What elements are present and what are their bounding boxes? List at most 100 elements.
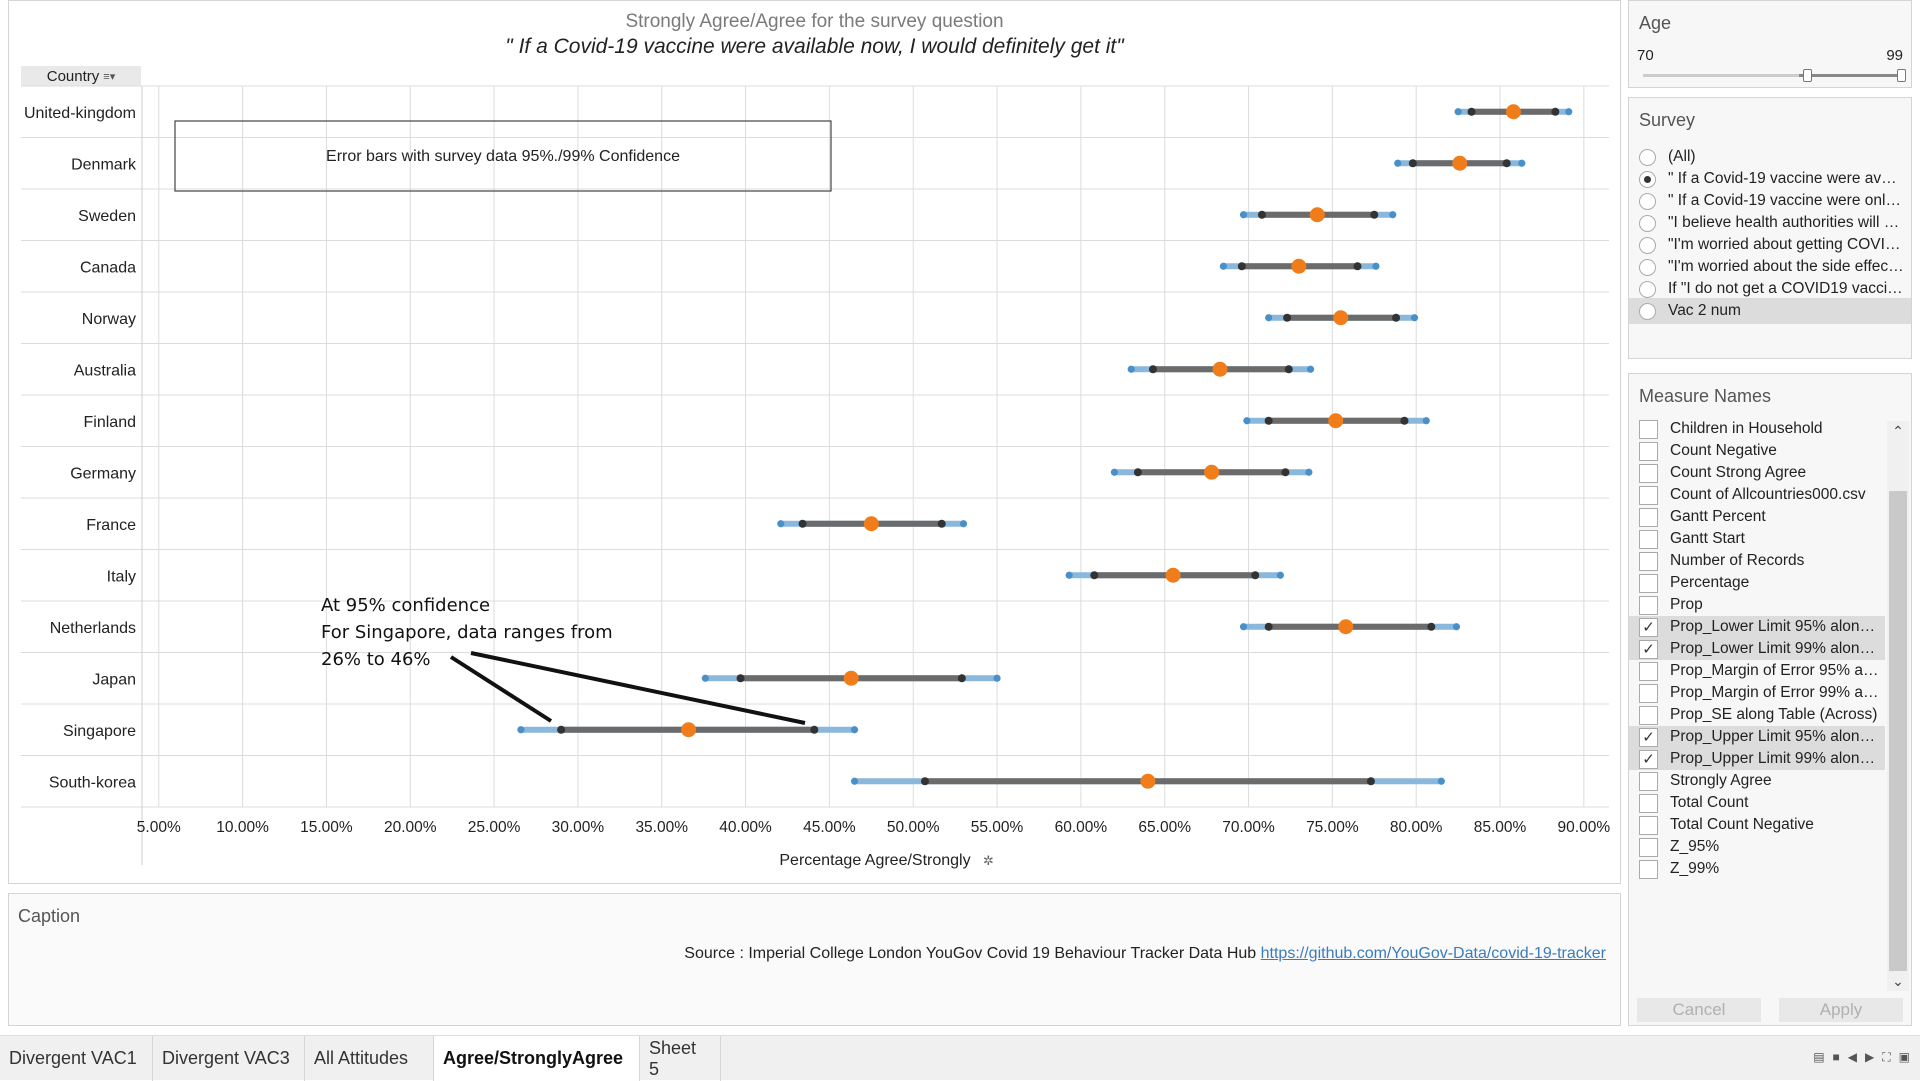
measure-name-item[interactable]: ✓ Prop_Lower Limit 95% along Table (Acros…	[1629, 616, 1885, 638]
survey-option[interactable]: "I believe health authorities will provi…	[1629, 210, 1911, 236]
survey-option[interactable]: Vac 2 num	[1629, 298, 1911, 324]
prop-point	[1291, 258, 1307, 274]
survey-option[interactable]: (All)	[1629, 144, 1911, 170]
upper-limit-95-point	[1284, 365, 1293, 374]
survey-option[interactable]: " If a Covid-19 vaccine were only availa…	[1629, 188, 1911, 214]
radio-icon[interactable]	[1639, 302, 1656, 320]
viz-panel: Strongly Agree/Agree for the survey ques…	[8, 0, 1621, 884]
survey-option[interactable]: "I'm worried about the side effects"	[1629, 254, 1911, 280]
x-tick-label: 35.00%	[635, 819, 688, 836]
scroll-down-icon[interactable]: ⌄	[1892, 972, 1904, 989]
measure-name-item[interactable]: ✓ Prop_Upper Limit 99% along Table (Acros…	[1629, 748, 1885, 770]
prop-point	[1165, 567, 1181, 583]
sheet-tab[interactable]: Divergent VAC3	[153, 1036, 305, 1081]
scroll-thumb[interactable]	[1889, 491, 1907, 971]
survey-option[interactable]: " If a Covid-19 vaccine were available n…	[1629, 166, 1911, 192]
sheet-tab[interactable]: All Attitudes	[305, 1036, 434, 1081]
measure-name-item[interactable]: Prop_Margin of Error 99% along Table	[1629, 682, 1885, 704]
checkbox-icon[interactable]	[1639, 771, 1658, 791]
prev-sheet-icon[interactable]: ◀	[1847, 1050, 1858, 1064]
source-link[interactable]: https://github.com/YouGov-Data/covid-19-…	[1260, 945, 1606, 962]
measure-name-item[interactable]: Children in Household	[1629, 418, 1885, 440]
age-slider-min-handle[interactable]	[1803, 69, 1812, 82]
radio-icon[interactable]	[1639, 192, 1656, 210]
measure-names-scrollbar[interactable]: ⌃ ⌄	[1887, 421, 1909, 991]
measure-name-item[interactable]: Number of Records	[1629, 550, 1885, 572]
measure-name-label: Prop_Lower Limit 99% along Table (Across…	[1670, 640, 1880, 657]
survey-option[interactable]: "I'm worried about getting COVID-19"	[1629, 232, 1911, 258]
measure-name-item[interactable]: Count of Allcountries000.csv	[1629, 484, 1885, 506]
checkbox-checked-icon[interactable]: ✓	[1639, 727, 1658, 747]
measure-name-item[interactable]: Prop_SE along Table (Across)	[1629, 704, 1885, 726]
survey-option-label: " If a Covid-19 vaccine were available n…	[1668, 170, 1904, 187]
measure-name-item[interactable]: Prop_Margin of Error 95% along Table	[1629, 660, 1885, 682]
lower-limit-99-point	[1454, 108, 1462, 116]
next-sheet-icon[interactable]: ▶	[1865, 1050, 1875, 1064]
measure-name-item[interactable]: Percentage	[1629, 572, 1885, 594]
checkbox-icon[interactable]	[1639, 529, 1658, 549]
present-icon[interactable]: ▣	[1898, 1050, 1910, 1064]
radio-icon[interactable]	[1639, 236, 1656, 254]
radio-icon[interactable]	[1639, 258, 1656, 276]
checkbox-icon[interactable]	[1639, 683, 1658, 703]
measure-name-item[interactable]: Z_95%	[1629, 836, 1885, 858]
grid-view-icon[interactable]: ▤	[1813, 1050, 1825, 1064]
upper-limit-95-point	[1281, 468, 1290, 477]
age-max-value: 99	[1886, 47, 1903, 64]
sort-descending-icon[interactable]: ≡▾	[103, 70, 116, 83]
measure-name-item[interactable]: ✓ Prop_Lower Limit 99% along Table (Acros…	[1629, 638, 1885, 660]
survey-option[interactable]: If "I do not get a COVID19 vaccine"	[1629, 276, 1911, 302]
radio-icon[interactable]	[1639, 214, 1656, 232]
fullscreen-icon[interactable]: ⛶	[1882, 1050, 1891, 1064]
country-label: Netherlands	[50, 620, 136, 637]
checkbox-icon[interactable]	[1639, 705, 1658, 725]
age-slider-track[interactable]	[1643, 74, 1901, 77]
sheet-tab[interactable]: Agree/StronglyAgree	[434, 1036, 640, 1081]
radio-icon[interactable]	[1639, 148, 1656, 166]
upper-limit-99-point	[1422, 417, 1430, 425]
checkbox-checked-icon[interactable]: ✓	[1639, 617, 1658, 637]
filmstrip-icon[interactable]: ■	[1832, 1050, 1840, 1064]
checkbox-checked-icon[interactable]: ✓	[1639, 749, 1658, 769]
x-tick-label: 30.00%	[552, 819, 605, 836]
checkbox-icon[interactable]	[1639, 485, 1658, 505]
measure-name-item[interactable]: Prop	[1629, 594, 1885, 616]
scroll-up-icon[interactable]: ⌃	[1892, 422, 1904, 439]
measure-name-item[interactable]: Total Count Negative	[1629, 814, 1885, 836]
radio-icon[interactable]	[1639, 280, 1656, 298]
country-header[interactable]: Country ≡▾	[21, 66, 141, 86]
checkbox-icon[interactable]	[1639, 419, 1658, 439]
prop-point	[1140, 773, 1156, 789]
checkbox-icon[interactable]	[1639, 815, 1658, 835]
measure-name-item[interactable]: Strongly Agree	[1629, 770, 1885, 792]
measure-name-item[interactable]: Gantt Percent	[1629, 506, 1885, 528]
measure-name-item[interactable]: ✓ Prop_Upper Limit 95% along Table (Acros…	[1629, 726, 1885, 748]
lower-limit-95-point	[1264, 622, 1273, 631]
lower-limit-99-point	[701, 674, 709, 682]
checkbox-icon[interactable]	[1639, 837, 1658, 857]
measure-name-label: Total Count Negative	[1670, 816, 1814, 833]
x-axis-title: Percentage Agree/Strongly	[779, 852, 970, 869]
measure-name-item[interactable]: Z_99%	[1629, 858, 1885, 880]
checkbox-icon[interactable]	[1639, 463, 1658, 483]
checkbox-icon[interactable]	[1639, 793, 1658, 813]
checkbox-icon[interactable]	[1639, 573, 1658, 593]
sheet-tab[interactable]: Sheet 5	[640, 1036, 721, 1081]
radio-selected-icon[interactable]	[1639, 170, 1656, 188]
apply-button[interactable]: Apply	[1779, 998, 1903, 1022]
measure-name-item[interactable]: Count Strong Agree	[1629, 462, 1885, 484]
checkbox-icon[interactable]	[1639, 551, 1658, 571]
measure-name-item[interactable]: Gantt Start	[1629, 528, 1885, 550]
cancel-button[interactable]: Cancel	[1637, 998, 1761, 1022]
checkbox-icon[interactable]	[1639, 595, 1658, 615]
checkbox-icon[interactable]	[1639, 661, 1658, 681]
checkbox-icon[interactable]	[1639, 441, 1658, 461]
measure-name-label: Count Strong Agree	[1670, 464, 1807, 481]
checkbox-icon[interactable]	[1639, 507, 1658, 527]
measure-name-item[interactable]: Count Negative	[1629, 440, 1885, 462]
checkbox-icon[interactable]	[1639, 859, 1658, 879]
checkbox-checked-icon[interactable]: ✓	[1639, 639, 1658, 659]
age-slider-max-handle[interactable]	[1897, 69, 1906, 82]
measure-name-item[interactable]: Total Count	[1629, 792, 1885, 814]
sheet-tab[interactable]: Divergent VAC1	[0, 1036, 153, 1081]
